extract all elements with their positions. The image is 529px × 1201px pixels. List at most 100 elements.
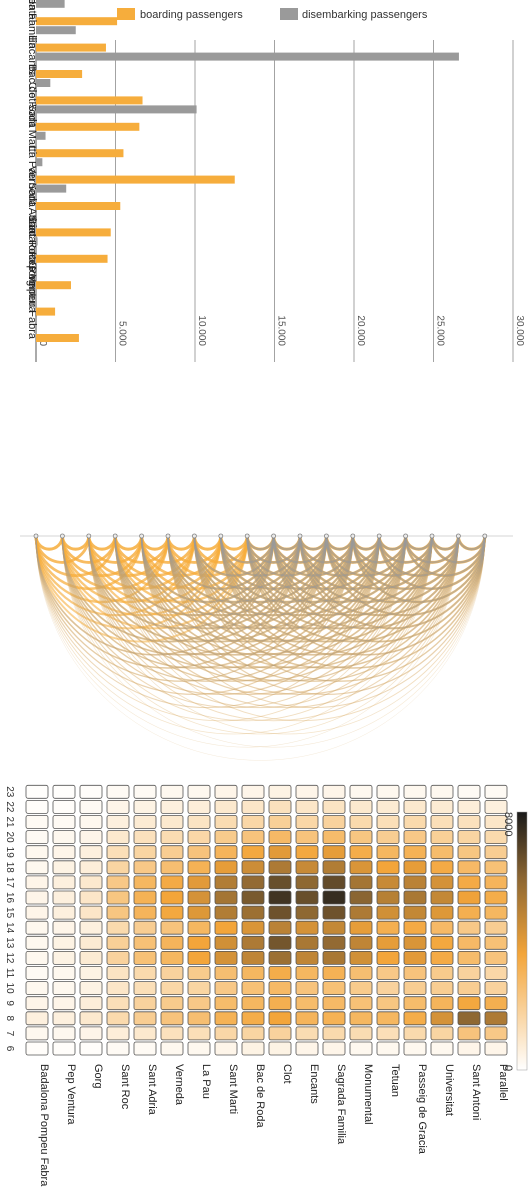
heatmap-cell: [187, 830, 211, 844]
heatmap-cell: [25, 800, 49, 814]
heatmap-cell: [52, 1041, 76, 1056]
hour-label: 6: [4, 1046, 15, 1052]
heatmap-cell: [322, 875, 346, 890]
heatmap-cell: [349, 920, 373, 935]
heatmap-cell: [25, 1041, 49, 1056]
heatmap-cell: [106, 800, 130, 814]
heatmap-cell: [160, 875, 184, 890]
arc-disembarking: [193, 535, 407, 643]
station-label: La Pau: [200, 1064, 212, 1099]
heatmap-cell: [214, 1026, 238, 1041]
heatmap-cell: [25, 920, 49, 935]
heatmap-cell: [349, 815, 373, 829]
station-label: Universitat: [443, 1064, 455, 1116]
heatmap-cell: [322, 1041, 346, 1056]
heatmap-cell: [457, 800, 481, 814]
arc-disembarking: [219, 535, 381, 617]
heatmap-cell: [25, 890, 49, 905]
heatmap-cell: [79, 1011, 103, 1026]
heatmap-cell: [403, 966, 427, 980]
heatmap-cell: [349, 830, 373, 844]
category-label: Clot: [26, 82, 38, 102]
heatmap-cell: [133, 920, 157, 935]
heatmap-cell: [241, 920, 265, 935]
heatmap-cell: [187, 860, 211, 875]
y-tick-label: 30.000: [514, 315, 525, 346]
heatmap-cell: [457, 935, 481, 950]
heatmap-cell: [376, 905, 400, 920]
heatmap-cell: [268, 860, 292, 875]
heatmap-cell: [295, 935, 319, 950]
heatmap-cell: [484, 845, 508, 860]
bar-boarding: [36, 96, 143, 105]
arc-boarding: [193, 535, 407, 643]
heatmap-cell: [106, 875, 130, 890]
arc-disembarking: [35, 535, 380, 709]
heatmap-cell: [430, 905, 454, 920]
arc-disembarking: [219, 535, 354, 603]
arc-disembarking: [167, 535, 354, 630]
arc-boarding: [34, 535, 222, 630]
arc-boarding: [140, 535, 302, 617]
arc-boarding: [35, 535, 433, 735]
heatmap-cell: [214, 1011, 238, 1026]
heatmap-cell: [214, 830, 238, 844]
bar-disembarking: [36, 131, 46, 140]
arc-disembarking: [62, 535, 433, 722]
arc-boarding: [35, 535, 459, 748]
arc-boarding: [219, 535, 381, 617]
heatmap-cell: [268, 1041, 292, 1056]
heatmap-cell: [484, 1041, 508, 1056]
heatmap-cell: [484, 784, 508, 799]
arc-disembarking: [351, 535, 460, 590]
arc-disembarking: [378, 535, 486, 590]
heatmap-cell: [295, 800, 319, 814]
arc-disembarking: [299, 535, 486, 630]
arc-disembarking: [35, 535, 433, 735]
heatmap-cell: [241, 860, 265, 875]
heatmap-cell: [403, 845, 427, 860]
heatmap-cell: [160, 815, 184, 829]
heatmap-cell: [52, 830, 76, 844]
heatmap-cell: [430, 1011, 454, 1026]
heatmap-cell: [430, 800, 454, 814]
hour-label: 13: [4, 937, 15, 949]
arc-boarding: [62, 535, 486, 748]
heatmap-cell: [241, 845, 265, 860]
heatmap-cell: [52, 845, 76, 860]
heatmap-cell: [349, 860, 373, 875]
heatmap-cell: [349, 981, 373, 995]
heatmap-cell: [295, 830, 319, 844]
arc-disembarking: [61, 535, 301, 656]
arc-disembarking: [114, 535, 275, 617]
arc-disembarking: [246, 535, 381, 603]
heatmap-cell: [133, 981, 157, 995]
heatmap-cell: [376, 966, 400, 980]
heatmap-cell: [484, 905, 508, 920]
arc-boarding: [141, 535, 486, 709]
bar-disembarking: [36, 26, 76, 35]
heatmap-cell: [403, 920, 427, 935]
bar-disembarking: [36, 79, 51, 87]
heatmap-cell: [376, 830, 400, 844]
arc-boarding: [87, 535, 249, 617]
arc-boarding: [219, 535, 460, 656]
heatmap-cell: [79, 966, 103, 980]
heatmap-cell: [268, 935, 292, 950]
heatmap-cell: [484, 920, 508, 935]
hour-label: 12: [4, 952, 15, 964]
heatmap-cell: [160, 1041, 184, 1056]
heatmap-cell: [268, 845, 292, 860]
heatmap-cell: [214, 890, 238, 905]
heatmap-cell: [133, 890, 157, 905]
heatmap-cell: [430, 784, 454, 799]
heatmap-cell: [187, 890, 211, 905]
y-tick-label: 25.000: [435, 315, 446, 346]
arc-boarding: [114, 535, 275, 617]
heatmap-cell: [133, 1011, 157, 1026]
heatmap-cell: [349, 966, 373, 980]
arc-disembarking: [140, 535, 301, 617]
heatmap-cell: [241, 966, 265, 980]
arc-disembarking: [88, 535, 328, 656]
station-label: Gorg: [92, 1064, 104, 1088]
